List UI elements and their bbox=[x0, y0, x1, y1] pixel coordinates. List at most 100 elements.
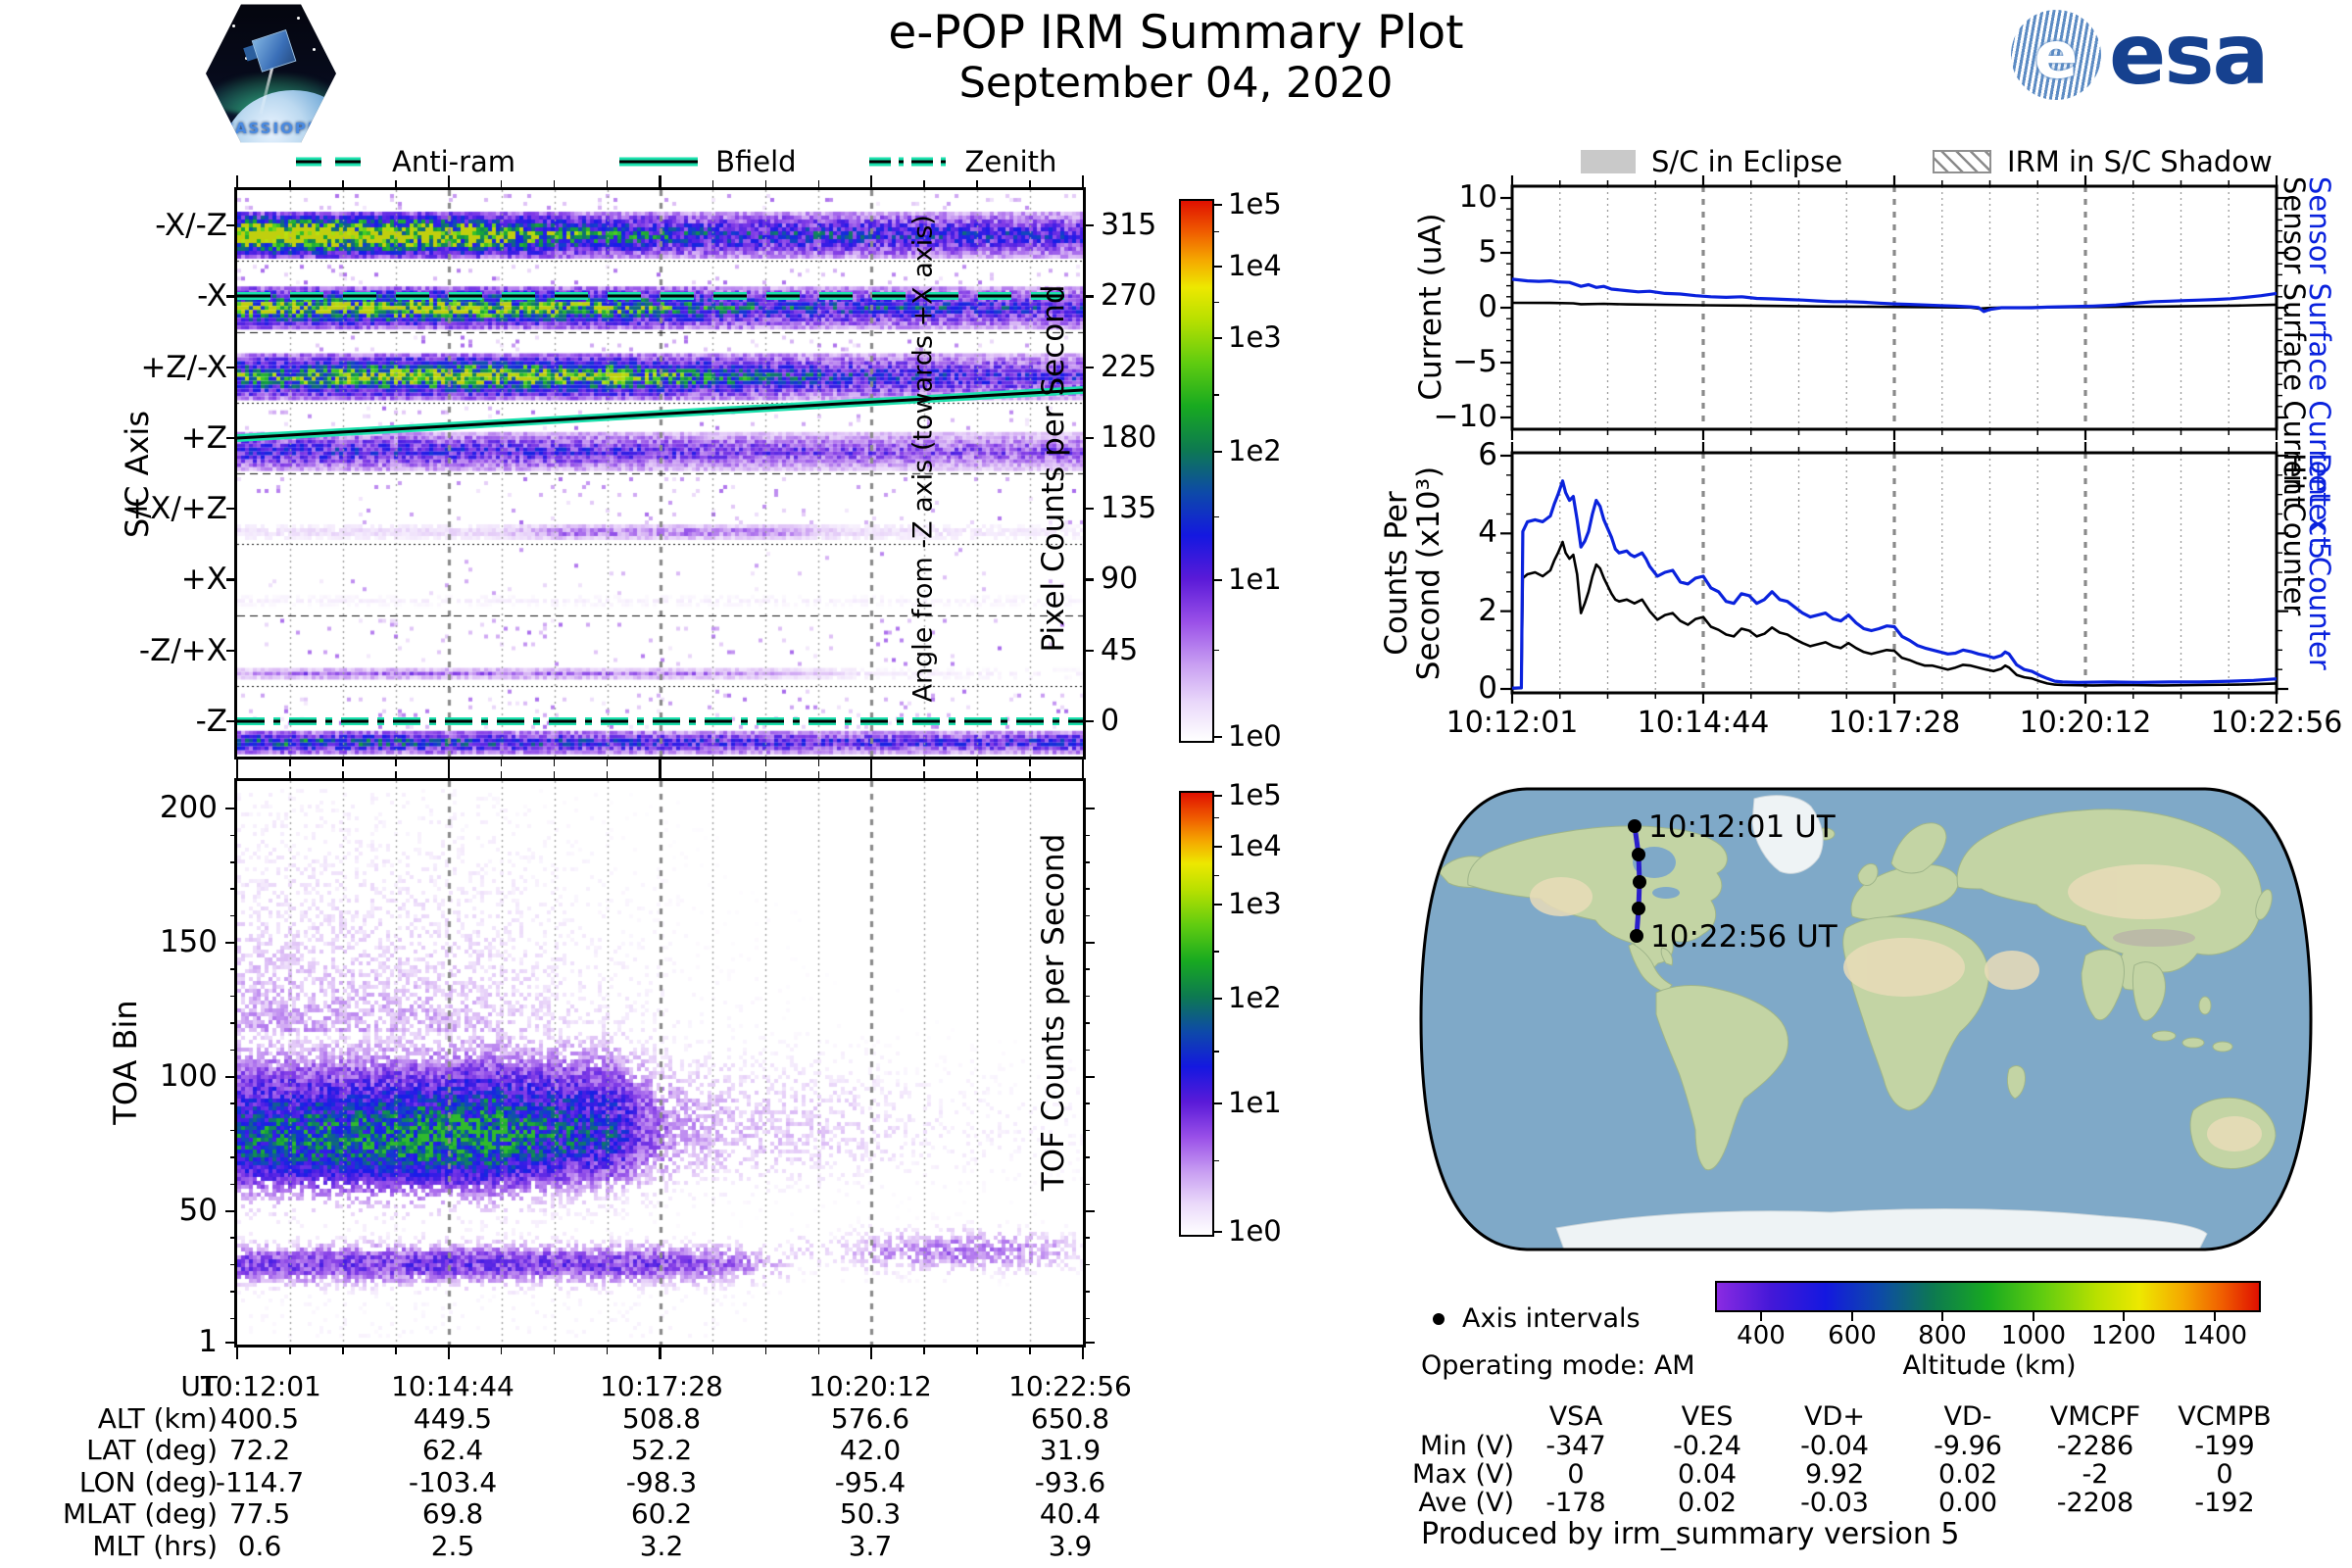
shadow-swatch-icon bbox=[1933, 150, 1992, 173]
bfield-line bbox=[237, 388, 1083, 440]
toa-ytick-minor-left bbox=[230, 1209, 237, 1212]
ephemeris-cell: 3.2 bbox=[639, 1530, 684, 1562]
angle-tick-label: 0 bbox=[1101, 703, 1120, 738]
toa-ytick-minor-left bbox=[230, 1156, 237, 1158]
map-new-zealand-south bbox=[2298, 1182, 2310, 1200]
map-us-west bbox=[1530, 877, 1592, 916]
esa-globe-icon: e bbox=[2011, 10, 2101, 100]
angle-tick-label: 90 bbox=[1101, 562, 1139, 597]
toa-ytick-minor-left bbox=[230, 1102, 237, 1105]
sc-axis-xtick-top bbox=[923, 180, 925, 187]
toa-xtick-top bbox=[395, 771, 397, 778]
sc-axis-right-tick bbox=[1083, 508, 1094, 511]
sc-axis-xtick-bottom bbox=[923, 760, 925, 766]
voltage-cell: -0.03 bbox=[1800, 1488, 1869, 1518]
detect-counter-label: Detect Counter bbox=[2303, 453, 2336, 670]
ephemeris-cell: 449.5 bbox=[413, 1402, 493, 1435]
sc-axis-left-tick bbox=[226, 719, 237, 723]
toa-ytick-minor-right bbox=[1083, 1049, 1090, 1052]
time-tick-label: 10:20:12 bbox=[2019, 706, 2152, 740]
pixel-colorbar-tick-label: 1e2 bbox=[1228, 434, 1282, 468]
voltage-column-header: VSA bbox=[1548, 1401, 1603, 1432]
tof-colorbar-minor-tick bbox=[1214, 1051, 1219, 1053]
ephemeris-cell: -95.4 bbox=[834, 1466, 906, 1498]
toa-ytick-minor-right bbox=[1083, 1209, 1090, 1212]
voltage-column-header: VES bbox=[1681, 1401, 1734, 1432]
toa-xtick-top bbox=[289, 771, 291, 778]
toa-ytick-minor-right bbox=[1083, 1022, 1090, 1024]
tof-colorbar-tick bbox=[1214, 904, 1222, 906]
ephemeris-row-label: LAT (deg) bbox=[86, 1434, 218, 1466]
angle-tick-label: 270 bbox=[1101, 278, 1157, 314]
ephemeris-cell: 576.6 bbox=[830, 1402, 910, 1435]
voltage-column-header: VMCPF bbox=[2049, 1401, 2141, 1432]
sc-axis-right-tick bbox=[1083, 224, 1094, 227]
angle-tick-label: 180 bbox=[1101, 419, 1157, 455]
voltage-cell: 0.02 bbox=[1937, 1459, 1998, 1490]
map-philippines bbox=[2198, 996, 2212, 1015]
ephemeris-cell: 62.4 bbox=[421, 1434, 484, 1466]
altitude-tick-label: 1200 bbox=[2090, 1321, 2157, 1350]
toa-xtick-bottom bbox=[711, 1348, 714, 1354]
esa-wordmark: esa bbox=[2109, 6, 2270, 104]
sc-axis-band-label: -X bbox=[197, 278, 227, 315]
map-outline bbox=[1419, 787, 2313, 1251]
voltage-cell: -2286 bbox=[2056, 1431, 2134, 1461]
sc-axis-xtick-top bbox=[553, 180, 556, 187]
sc-axis-xtick-top bbox=[870, 175, 873, 187]
tof-colorbar-minor-tick bbox=[1214, 1159, 1219, 1162]
voltage-column-header: VD- bbox=[1943, 1401, 1992, 1432]
time-tick-label: 10:14:44 bbox=[1637, 706, 1770, 740]
pixel-colorbar-minor-tick bbox=[1214, 649, 1219, 652]
sc-axis-xtick-top bbox=[1029, 180, 1031, 187]
ephemeris-cell: 72.2 bbox=[228, 1434, 291, 1466]
track-start-label: 10:12:01 UT bbox=[1648, 809, 1837, 845]
axis-interval-dot-icon bbox=[1433, 1312, 1445, 1325]
sc-axis-xtick-top bbox=[659, 175, 662, 187]
pixel-colorbar-tick-label: 1e4 bbox=[1228, 249, 1282, 283]
sc-axis-left-tick bbox=[226, 295, 237, 298]
sc-axis-left-tick bbox=[226, 649, 237, 652]
sc-axis-xtick-top bbox=[395, 180, 397, 187]
toa-ytick-minor-left bbox=[230, 1076, 237, 1078]
voltage-cell: -347 bbox=[1545, 1431, 1606, 1461]
eclipse-label: S/C in Eclipse bbox=[1651, 145, 1843, 178]
current-ytick-label: 0 bbox=[1478, 289, 1497, 324]
toa-xtick-top bbox=[606, 771, 609, 778]
toa-ytick-minor-right bbox=[1083, 914, 1090, 917]
pixel-colorbar-label: Pixel Counts per Second bbox=[1036, 284, 1071, 653]
sc-axis-xtick-bottom bbox=[976, 760, 978, 766]
ephemeris-cell: 42.0 bbox=[839, 1434, 902, 1466]
toa-xtick-top bbox=[711, 771, 714, 778]
attitude-line-legend: Anti-ram Bfield Zenith bbox=[294, 145, 1056, 178]
bfield-line-icon bbox=[619, 157, 699, 167]
toa-ytick-minor-right bbox=[1083, 1102, 1090, 1105]
toa-ytick-minor-left bbox=[230, 860, 237, 863]
anti-ram-label: Anti-ram bbox=[392, 145, 516, 178]
eclipse-legend: S/C in Eclipse IRM in S/C Shadow bbox=[1581, 145, 2273, 178]
voltage-cell: -0.04 bbox=[1800, 1431, 1869, 1461]
map-uk bbox=[1857, 862, 1879, 886]
toa-xtick-top bbox=[553, 771, 556, 778]
pixel-colorbar-tick-label: 1e3 bbox=[1228, 319, 1282, 354]
counts-ytick-label: 0 bbox=[1478, 670, 1497, 706]
axis-intervals-label: Axis intervals bbox=[1462, 1303, 1641, 1334]
ephemeris-cell: 0.6 bbox=[237, 1530, 282, 1562]
toa-xtick-bottom bbox=[447, 1348, 450, 1359]
map-scandinavia bbox=[1890, 822, 1947, 874]
toa-ytick-minor-right bbox=[1083, 1076, 1090, 1078]
sc-axis-left-tick bbox=[226, 436, 237, 440]
counts-ytick-label: 2 bbox=[1478, 592, 1497, 628]
toa-xtick-bottom bbox=[1081, 1348, 1085, 1359]
ephemeris-cell: 52.2 bbox=[630, 1434, 693, 1466]
map-japan bbox=[2255, 889, 2273, 920]
zenith-line-icon bbox=[868, 157, 948, 167]
detect-counter-series bbox=[1511, 479, 2278, 690]
toa-xtick-bottom bbox=[976, 1348, 978, 1354]
toa-xtick-bottom bbox=[289, 1348, 291, 1354]
sc-axis-xtick-bottom bbox=[606, 760, 609, 766]
voltage-cell: 0 bbox=[1567, 1459, 1585, 1490]
sc-axis-xtick-top bbox=[342, 180, 344, 187]
sc-axis-left-tick bbox=[226, 366, 237, 368]
sc-axis-xtick-bottom bbox=[870, 760, 873, 771]
